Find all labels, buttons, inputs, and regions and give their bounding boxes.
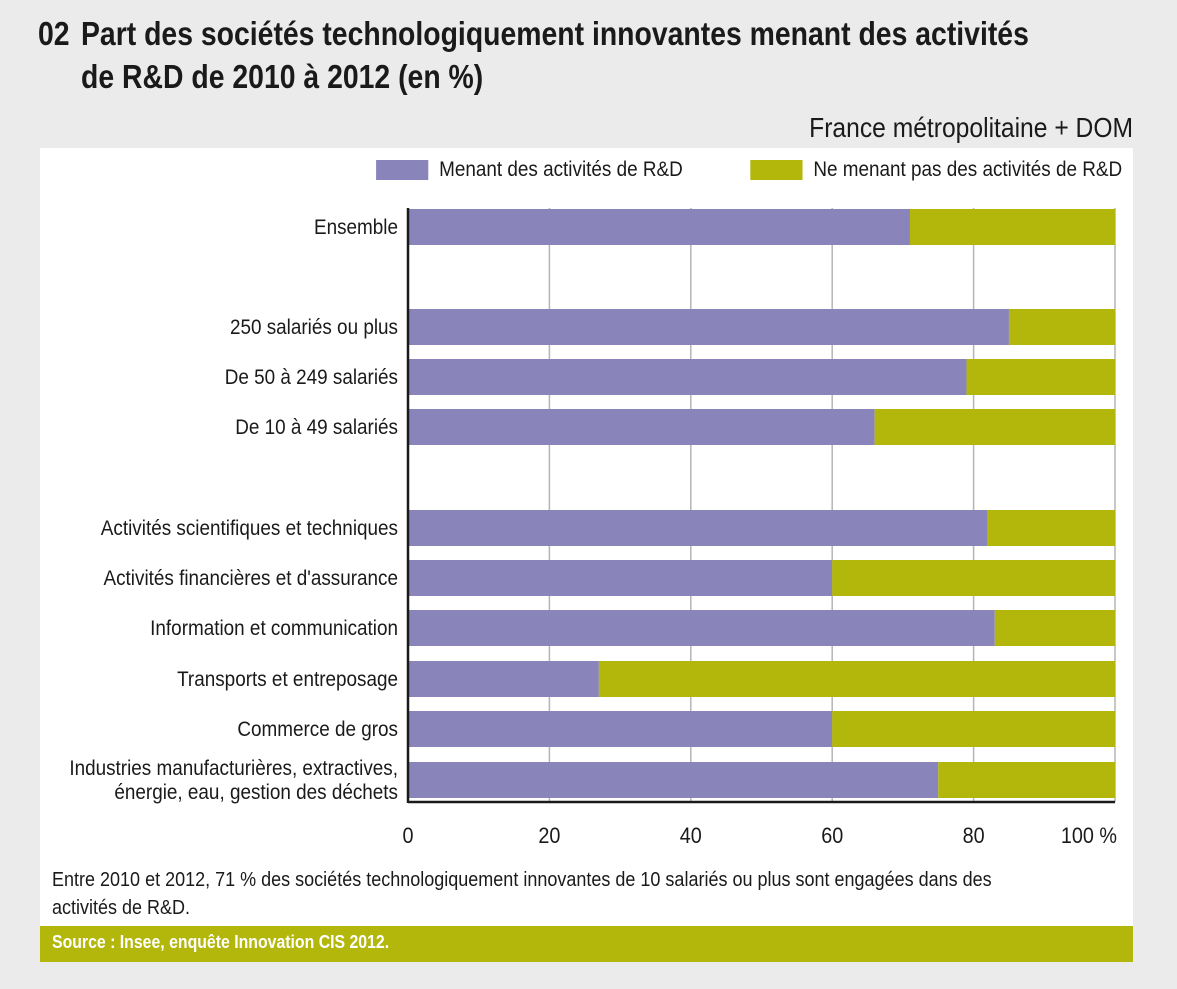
figure-number: 02 [38, 15, 70, 52]
source-bar: Source : Insee, enquête Innovation CIS 2… [40, 926, 1133, 962]
bar-no-rd [832, 711, 1115, 747]
category-label: Activités financières et d'assurance [104, 567, 398, 590]
bar-no-rd [909, 209, 1115, 245]
bar-rd [408, 610, 995, 646]
title-line-2: de R&D de 2010 à 2012 (en %) [81, 58, 484, 95]
chart-title: 02 Part des sociétés technologiquement in… [38, 12, 1130, 98]
category-label: De 10 à 49 salariés [235, 416, 398, 439]
x-tick-label: 40 [680, 824, 702, 848]
bar-rd [408, 661, 599, 697]
legend-swatch-no-rd [750, 160, 803, 180]
bar-no-rd [966, 359, 1115, 395]
category-label: 250 salariés ou plus [230, 316, 398, 339]
category-label: Information et communication [150, 617, 398, 640]
x-tick-label: 60 [821, 824, 843, 848]
bar-no-rd [994, 610, 1115, 646]
bar-no-rd [987, 510, 1115, 546]
chart-note: Entre 2010 et 2012, 71 % des sociétés te… [52, 869, 992, 919]
x-tick-label: 0 [402, 824, 413, 848]
x-tick-label: 80 [963, 824, 985, 848]
legend-label-no-rd: Ne menant pas des activités de R&D [813, 158, 1122, 181]
category-label: énergie, eau, gestion des déchets [114, 781, 398, 804]
bar-no-rd [598, 661, 1115, 697]
bar-rd [408, 510, 988, 546]
legend-swatch-rd [376, 160, 429, 180]
bar-rd [408, 309, 1009, 345]
source-text: Source : Insee, enquête Innovation CIS 2… [52, 932, 390, 952]
bar-rd [408, 560, 833, 596]
category-label: Commerce de gros [237, 718, 398, 741]
legend-item-rd: Menant des activités de R&D [376, 158, 683, 182]
bar-rd [408, 359, 967, 395]
x-tick-label: 20 [538, 824, 560, 848]
category-label: Activités scientifiques et techniques [101, 517, 398, 540]
bar-rd [408, 762, 939, 798]
category-label: De 50 à 249 salariés [225, 366, 398, 389]
bar-rd [408, 711, 833, 747]
x-tick-label: 100 % [1061, 824, 1117, 848]
bar-no-rd [938, 762, 1115, 798]
bar-rd [408, 209, 910, 245]
bar-no-rd [832, 560, 1115, 596]
category-label: Industries manufacturières, extractives, [69, 757, 398, 780]
category-label: Ensemble [314, 216, 398, 239]
bar-no-rd [874, 409, 1115, 445]
category-label: Transports et entreposage [177, 668, 398, 691]
title-line-1: Part des sociétés technologiquement inno… [81, 15, 1029, 52]
bar-no-rd [1008, 309, 1115, 345]
legend-item-no-rd: Ne menant pas des activités de R&D [750, 158, 1122, 182]
bar-rd [408, 409, 875, 445]
legend-label-rd: Menant des activités de R&D [439, 158, 683, 181]
chart-panel [40, 148, 1133, 962]
chart-subtitle: France métropolitaine + DOM [809, 112, 1133, 143]
legend: Menant des activités de R&D Ne menant pa… [316, 158, 1122, 182]
